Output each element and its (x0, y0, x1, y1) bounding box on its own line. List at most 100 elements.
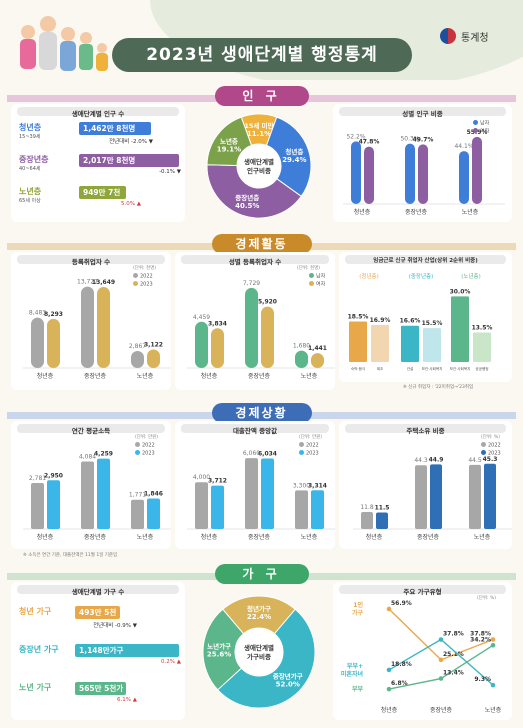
household-count-title: 생애단계별 가구 수 (71, 588, 125, 596)
title-bar (181, 424, 329, 433)
page-title: 2023년 생애단계별 행정통계 (112, 38, 412, 72)
row-range: 65세 이상 (19, 198, 41, 204)
bar-2-label: 47.8% (359, 139, 380, 146)
bar-1-label: 6,060 (243, 450, 260, 457)
series-point (438, 676, 444, 681)
row-range: 15~39세 (19, 134, 41, 140)
population-count-panel: 생애단계별 인구 수 청년층 15~39세 1,462만 8천명 전년대비 -2.0%… (11, 104, 185, 222)
bar-2-label: 1,441 (308, 345, 327, 352)
economic-status-section-label: 경제상황 (211, 403, 312, 423)
bar-1-label: 13,727 (77, 279, 98, 286)
row-change: 전년대비 -2.0% ▼ (109, 139, 153, 145)
title-bar (17, 424, 165, 433)
workers-panel: 등록취업자 수 (단위: 천명) 2022 2023 8,483 8,293 청년층… (11, 252, 171, 390)
slice-value: 22.4% (247, 613, 271, 621)
row-label: 청년층 (19, 123, 42, 132)
sex-workers-unit: (단위: 천명) (297, 266, 321, 271)
household-section-label: 가 구 (214, 564, 309, 584)
pie-center-title-2: 가구비중 (247, 652, 271, 661)
slice-label: 청년가구 (247, 604, 271, 613)
legend-2023: 2023 (142, 450, 155, 456)
bar-2-label: 8,293 (44, 311, 63, 318)
category-label: 노년층 (462, 208, 479, 216)
legend-2023: 2023 (306, 450, 319, 456)
row-change: 전년대비 -0.9% ▼ (93, 623, 137, 629)
bar-2 (47, 480, 60, 529)
category-label: 노년층 (485, 706, 502, 714)
legend-female: 여자 (316, 281, 326, 287)
title-bar (339, 107, 506, 116)
slice-label: 중장년가구 (273, 672, 303, 681)
row-change: 0.2% ▲ (161, 659, 181, 665)
bar-2-label: 1,846 (144, 491, 163, 498)
bar-1-label: 44.3 (414, 457, 428, 464)
bar-1 (131, 499, 144, 529)
industry-category-label: 보건·사회복지 (422, 366, 443, 371)
series-point-label: 37.8% (470, 631, 491, 638)
bar-2 (472, 136, 482, 204)
bar-2 (311, 490, 324, 529)
header: 2023년 생애단계별 행정통계 통계청 (0, 0, 523, 80)
workers-unit: (단위: 천명) (133, 266, 157, 271)
bar-1-label: 4,084 (79, 454, 96, 461)
bar-1 (81, 461, 94, 529)
series-point-label: 9.3% (474, 676, 491, 683)
family-illustration (20, 16, 108, 71)
industry-bar-label: 18.5% (348, 314, 369, 321)
series-point (386, 686, 392, 692)
workers-legend: 2022 2023 (133, 273, 153, 288)
industry-bar (371, 325, 389, 362)
bar-2-label: 6,034 (258, 450, 277, 457)
bar-2-label: 44.9 (429, 456, 444, 463)
bar-1 (31, 317, 44, 368)
income-panel: 연간 평균소득 (단위: 만원) 2022 2023 2,781 2,950 청년층… (11, 421, 171, 549)
series-name: 1인 (353, 601, 363, 609)
bar-1 (195, 482, 208, 529)
industry-note: ※ 신규 취업자 : '22미취업→'23취업 (403, 385, 474, 390)
series-point (438, 637, 444, 642)
population-pie-panel: 15세 미만 11.1% 청년층 29.4% 중장년층 40.5% 노년층 19.1% 생애단계… (189, 104, 329, 222)
bar-2 (97, 458, 110, 529)
bar-1-label: 2,781 (29, 475, 46, 482)
pie-slice (206, 116, 253, 166)
bar-2-label: 3,712 (208, 478, 227, 485)
bar-1 (131, 350, 144, 368)
slice-label: 중장년층 (235, 193, 259, 202)
bar-2 (261, 306, 274, 368)
bar-1 (469, 464, 481, 529)
industry-group-label: (중장년층) (409, 272, 434, 280)
industry-bar-label: 30.0% (450, 288, 471, 295)
row-bar: 1,462만 8천명 (79, 122, 151, 135)
category-label: 청년층 (37, 372, 54, 380)
household-count-panel: 생애단계별 가구 수 청년 가구 493만 5천가구 전년대비 -0.9% ▼ 중장년… (11, 582, 185, 720)
debt-panel: 대출잔액 중앙값 (단위: 만원) 2022 2023 4,000 3,712 청년… (175, 421, 335, 549)
pie-slice (216, 608, 316, 709)
series-name: 미혼자녀 (341, 670, 363, 678)
industry-bar-label: 15.5% (422, 320, 443, 327)
bar-2-label: 3,122 (144, 341, 163, 348)
bar-1-label: 4,459 (193, 314, 210, 321)
slice-value: 11.1% (247, 130, 271, 138)
bar-1 (195, 321, 208, 368)
series-point (490, 637, 496, 642)
bar-1-label: 44.5 (468, 457, 482, 464)
bar-2-label: 4,259 (94, 451, 113, 458)
industry-bar (473, 332, 491, 362)
industry-category-label: 공공행정 (475, 366, 488, 371)
bar-2 (418, 144, 428, 204)
industry-panel: 임금근로 신규 취업자 산업(상위 2순위 비중) (청년층) (중장년층) (노년… (339, 252, 512, 382)
industry-bar (423, 328, 441, 362)
bar-1-label: 8,483 (29, 310, 46, 317)
bar-2 (430, 464, 442, 529)
pie-slice (206, 164, 302, 219)
economy-section: 경제활동 등록취업자 수 (단위: 천명) 2022 2023 8,483 8,2… (7, 234, 516, 398)
bar-2 (364, 146, 374, 204)
bar-1-label: 3,300 (293, 482, 310, 489)
bar-1-label: 11.8 (360, 504, 374, 511)
title-bar (345, 424, 506, 433)
bar-1-label: 2,867 (129, 343, 146, 350)
industry-category-label: 보건·사회복지 (450, 366, 471, 371)
household-pie-panel: 청년가구 22.4% 중장년가구 52.0% 노년가구 25.6% 생애단계별 가구비중 (189, 582, 329, 720)
